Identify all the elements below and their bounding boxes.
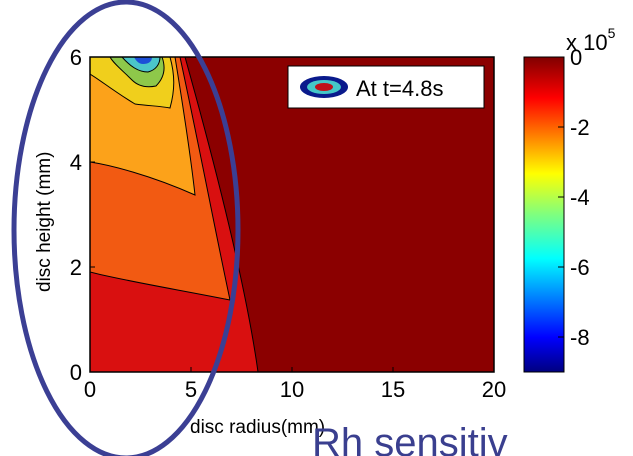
- y-axis-label: disc height (mm): [34, 152, 55, 292]
- legend-marker-inner: [315, 83, 333, 91]
- y-tick-label: 4: [70, 150, 82, 175]
- x-tick-label: 15: [381, 377, 405, 402]
- contour-band-blue: [134, 57, 152, 64]
- overlay-text: Rh sensitiv: [312, 421, 508, 456]
- legend-label: At t=4.8s: [356, 76, 443, 101]
- x-tick-label: 10: [280, 377, 304, 402]
- highlight-ellipse-annotation: [11, 0, 241, 456]
- x-axis-label: disc radius(mm): [190, 417, 325, 438]
- colorbar-tick-label: -8: [570, 325, 590, 350]
- overlay-text-main: Rh sensitiv: [312, 421, 508, 456]
- y-tick-label: 2: [70, 255, 82, 280]
- colorbar-multiplier-base: x 10: [566, 30, 608, 55]
- x-tick-label: 0: [84, 377, 96, 402]
- colorbar-tick-label: -2: [570, 115, 590, 140]
- colorbar-tick-label: -4: [570, 185, 590, 210]
- y-axis-ticks: 0 2 4 6: [70, 45, 95, 385]
- y-tick-label: 0: [70, 360, 82, 385]
- x-tick-label: 5: [185, 377, 197, 402]
- legend: At t=4.8s: [287, 65, 485, 109]
- colorbar-multiplier: x 105: [566, 25, 616, 55]
- colorbar-tick-label: -6: [570, 255, 590, 280]
- contour-plot-area: [90, 57, 494, 372]
- x-axis-ticks: 0 5 10 15 20: [84, 367, 506, 402]
- y-tick-label: 6: [70, 45, 82, 70]
- colorbar-multiplier-exp: 5: [608, 25, 616, 41]
- colorbar: [523, 56, 565, 373]
- colorbar-tick-label: 0: [570, 45, 582, 70]
- x-tick-label: 20: [482, 377, 506, 402]
- colorbar-ticks: 0 -2 -4 -6 -8: [558, 45, 590, 350]
